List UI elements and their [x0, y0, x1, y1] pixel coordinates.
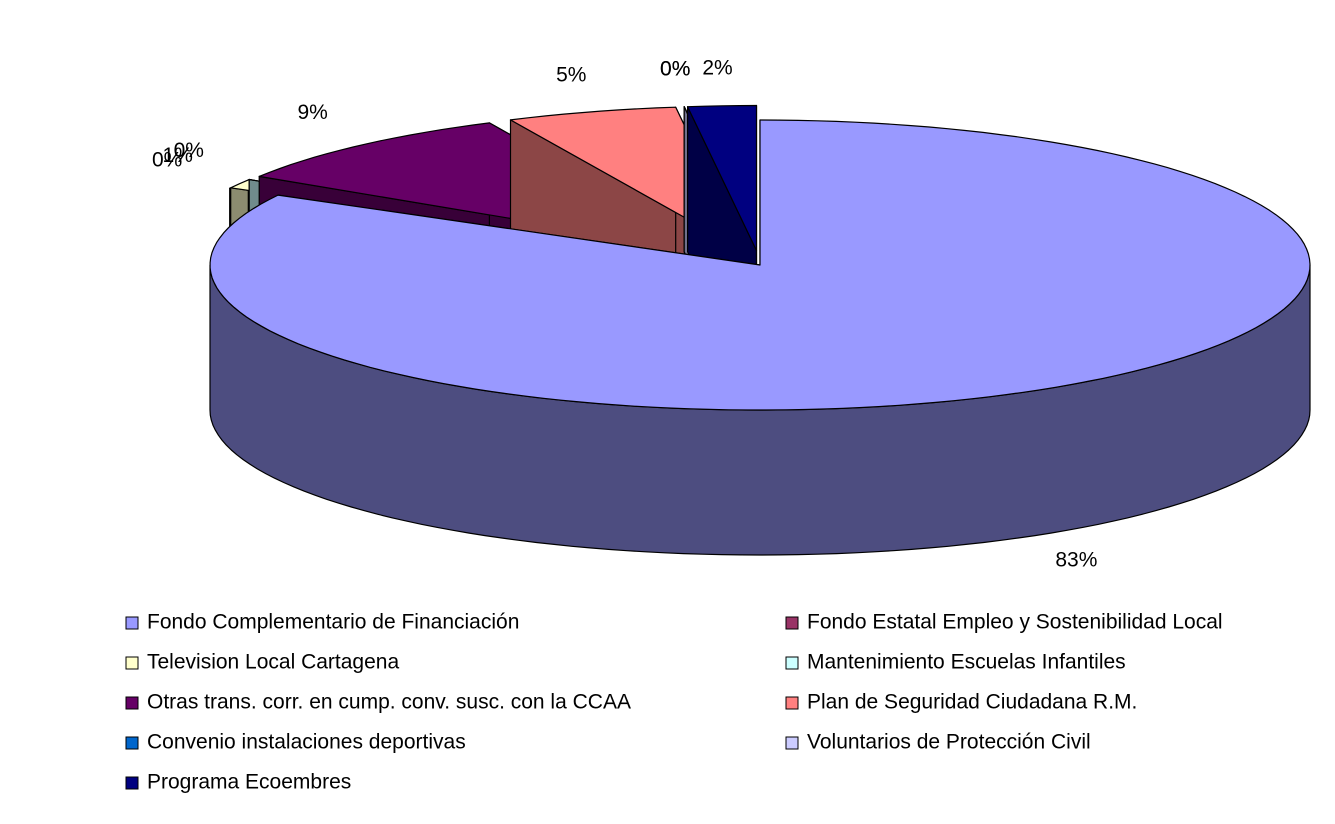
legend-label: Television Local Cartagena [147, 651, 399, 674]
legend-swatch [125, 736, 139, 750]
legend-label: Otras trans. corr. en cump. conv. susc. … [147, 691, 631, 714]
data-label: 0% [152, 149, 182, 172]
legend-swatch [785, 736, 799, 750]
data-label: 5% [556, 63, 586, 86]
legend-label: Plan de Seguridad Ciudadana R.M. [807, 691, 1137, 714]
legend-swatch [125, 696, 139, 710]
legend-label: Programa Ecoembres [147, 771, 351, 794]
data-label: 83% [1055, 549, 1097, 572]
data-label: 9% [297, 101, 327, 124]
legend-label: Fondo Complementario de Financiación [147, 611, 519, 634]
legend-label: Mantenimiento Escuelas Infantiles [807, 651, 1126, 674]
data-label: 0% [174, 139, 204, 162]
legend-label: Fondo Estatal Empleo y Sostenibilidad Lo… [807, 611, 1223, 634]
data-label: 2% [702, 57, 732, 80]
legend-swatch [125, 776, 139, 790]
legend-swatch [125, 656, 139, 670]
legend-label: Voluntarios de Protección Civil [807, 731, 1091, 754]
data-label: 0% [660, 58, 690, 81]
legend-swatch [785, 696, 799, 710]
data-label: 1% [163, 144, 193, 167]
legend-swatch [785, 656, 799, 670]
data-label: 0% [660, 58, 690, 81]
slice [686, 104, 758, 252]
legend-swatch [785, 616, 799, 630]
legend-label: Convenio instalaciones deportivas [147, 731, 466, 754]
legend-swatch [125, 616, 139, 630]
slice [209, 119, 1311, 411]
